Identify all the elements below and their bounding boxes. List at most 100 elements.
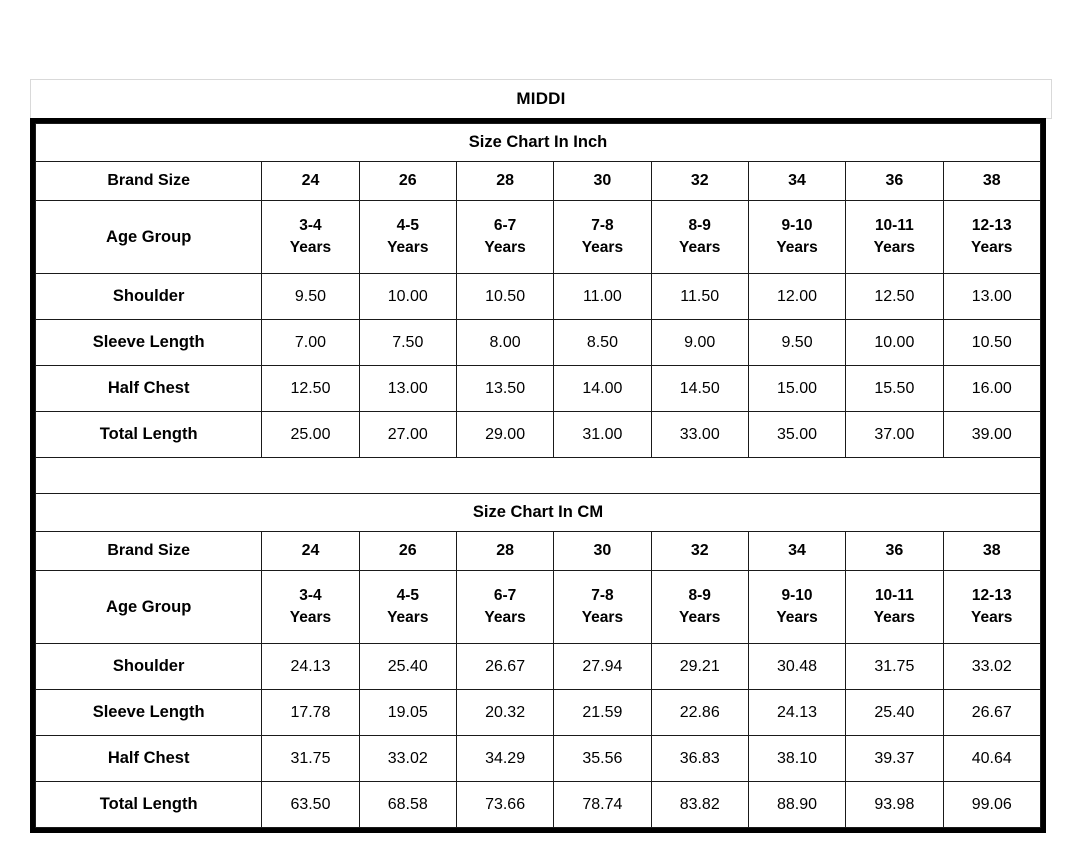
measurement-value: 27.94	[553, 643, 652, 690]
measurement-value: 10.00	[358, 273, 457, 320]
measurement-value: 31.75	[261, 735, 360, 782]
table-row: Sleeve Length 17.78 19.05 20.32 21.59 22.86 24…	[34, 689, 1041, 736]
measurement-value: 29.00	[455, 411, 555, 458]
brand-size-value: 34	[747, 531, 847, 571]
section-title-cm: Size Chart In CM	[35, 493, 1041, 532]
measurement-value: 17.78	[261, 689, 360, 736]
brand-size-value: 30	[553, 531, 652, 571]
measurement-value: 31.00	[553, 411, 652, 458]
age-group-stack: 12-13 Years	[944, 215, 1041, 260]
table-row: Half Chest 12.50 13.00 13.50 14.00 14.50 15.00…	[34, 365, 1041, 412]
brand-size-value: 28	[455, 531, 555, 571]
measurement-value: 20.32	[455, 689, 555, 736]
table-row: Half Chest 31.75 33.02 34.29 35.56 36.83 38.10…	[34, 735, 1041, 782]
age-group-value: 6-7 Years	[455, 200, 555, 274]
age-unit: Years	[289, 239, 332, 256]
age-unit: Years	[679, 609, 721, 626]
brand-size-label: Brand Size	[34, 531, 263, 571]
measurement-value: 16.00	[942, 365, 1041, 412]
age-group-value: 9-10 Years	[747, 200, 847, 274]
brand-title-strip: MIDDI	[30, 79, 1052, 119]
table-spacer-cell	[35, 457, 1041, 494]
age-group-stack: 8-9 Years	[652, 585, 748, 630]
measurement-value: 11.50	[650, 273, 749, 320]
brand-size-value: 24	[261, 531, 360, 571]
measurement-value: 19.05	[358, 689, 457, 736]
brand-size-value: 32	[650, 161, 749, 201]
measurement-value: 7.50	[358, 319, 457, 366]
age-group-row: Age Group 3-4 Years 4-5 Years 6-7 Years 7-8 Year…	[34, 200, 1041, 274]
age-group-stack: 9-10 Years	[749, 215, 845, 260]
measurement-value: 34.29	[455, 735, 555, 782]
measurement-value: 73.66	[455, 781, 555, 828]
age-group-value: 4-5 Years	[358, 570, 457, 644]
age-range: 8-9	[688, 586, 711, 604]
measurement-value: 39.37	[845, 735, 944, 782]
measurement-value: 9.50	[261, 273, 360, 320]
age-group-value: 10-11 Years	[845, 570, 944, 644]
measurement-value: 10.00	[845, 319, 944, 366]
brand-size-value: 26	[358, 161, 457, 201]
size-chart-body: Size Chart In Inch Brand Size 24 26 28 30 32 34…	[34, 123, 1041, 828]
brand-size-label: Brand Size	[34, 161, 263, 201]
measurement-label: Shoulder	[34, 643, 263, 690]
measurement-label: Total Length	[34, 411, 263, 458]
measurement-value: 29.21	[650, 643, 749, 690]
age-range: 4-5	[396, 216, 419, 234]
measurement-label: Sleeve Length	[34, 319, 263, 366]
age-group-stack: 10-11 Years	[846, 585, 942, 630]
table-spacer-row	[35, 457, 1041, 494]
brand-size-value: 30	[553, 161, 652, 201]
measurement-value: 12.50	[261, 365, 360, 412]
measurement-value: 13.50	[455, 365, 555, 412]
measurement-value: 36.83	[650, 735, 749, 782]
age-group-label: Age Group	[34, 570, 263, 644]
age-group-row: Age Group 3-4 Years 4-5 Years 6-7 Years 7-8 Year…	[34, 570, 1041, 644]
age-group-stack: 4-5 Years	[360, 585, 456, 630]
brand-size-value: 38	[942, 161, 1041, 201]
age-unit: Years	[581, 609, 624, 626]
age-unit: Years	[776, 609, 818, 626]
age-group-stack: 8-9 Years	[652, 215, 748, 260]
section-title-inch: Size Chart In Inch	[35, 123, 1041, 162]
measurement-value: 25.40	[358, 643, 457, 690]
age-range: 3-4	[299, 586, 322, 604]
measurement-value: 37.00	[845, 411, 944, 458]
measurement-value: 22.86	[650, 689, 749, 736]
brand-size-value: 36	[845, 161, 944, 201]
age-group-stack: 12-13 Years	[944, 585, 1041, 630]
age-group-value: 12-13 Years	[942, 570, 1041, 644]
measurement-value: 15.00	[747, 365, 847, 412]
age-unit: Years	[971, 239, 1013, 256]
age-unit: Years	[873, 609, 916, 626]
age-group-value: 7-8 Years	[553, 570, 652, 644]
measurement-value: 88.90	[747, 781, 847, 828]
measurement-value: 68.58	[358, 781, 457, 828]
measurement-value: 10.50	[455, 273, 555, 320]
measurement-value: 40.64	[942, 735, 1041, 782]
measurement-value: 39.00	[942, 411, 1041, 458]
measurement-value: 38.10	[747, 735, 847, 782]
age-range: 10-11	[874, 216, 914, 234]
table-row: Shoulder 9.50 10.00 10.50 11.00 11.50 12.00 12.…	[34, 273, 1041, 320]
age-group-value: 8-9 Years	[650, 200, 749, 274]
age-group-stack: 9-10 Years	[749, 585, 845, 630]
brand-size-value: 24	[261, 161, 360, 201]
measurement-value: 12.50	[845, 273, 944, 320]
age-group-stack: 10-11 Years	[846, 215, 942, 260]
brand-title: MIDDI	[516, 89, 566, 108]
measurement-value: 25.00	[261, 411, 360, 458]
measurement-value: 93.98	[845, 781, 944, 828]
measurement-value: 35.56	[553, 735, 652, 782]
age-group-value: 6-7 Years	[455, 570, 555, 644]
age-range: 9-10	[781, 586, 813, 604]
section-header-row: Size Chart In Inch	[35, 123, 1041, 162]
age-range: 4-5	[396, 586, 419, 604]
measurement-value: 26.67	[455, 643, 555, 690]
age-group-value: 3-4 Years	[261, 570, 360, 644]
age-group-value: 7-8 Years	[553, 200, 652, 274]
measurement-value: 83.82	[650, 781, 749, 828]
measurement-value: 14.50	[650, 365, 749, 412]
brand-size-row: Brand Size 24 26 28 30 32 34 36 38	[34, 531, 1041, 571]
